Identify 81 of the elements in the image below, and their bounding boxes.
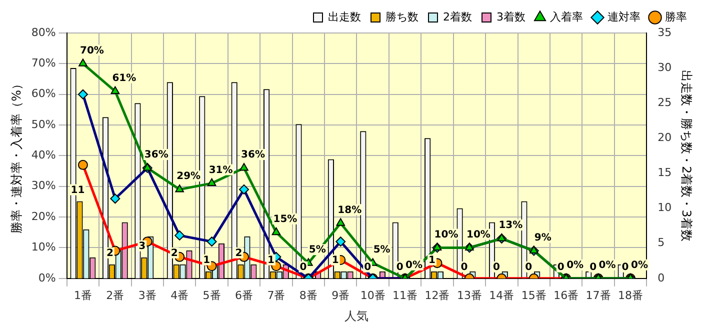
x-tick-label: 2番 (106, 288, 124, 302)
y2-axis-title: 出走数・勝ち数・2着数・3着数 (680, 70, 694, 242)
x-axis-title: 人気 (344, 308, 369, 323)
legend-label: 2着数 (443, 10, 472, 24)
data-label: 0 (557, 262, 564, 273)
data-label: 1 (332, 254, 339, 266)
x-tick-label: 11番 (392, 288, 418, 302)
y2-tick-label: 10 (658, 201, 672, 214)
x-tick-label: 8番 (299, 288, 318, 302)
data-label: 0 (622, 262, 629, 273)
data-label: 9% (534, 232, 552, 244)
legend-label: 出走数 (328, 10, 362, 24)
y-tick-label: 40% (31, 148, 56, 162)
y-tick-label: 70% (31, 56, 56, 70)
data-label: 36% (144, 150, 168, 161)
data-label: 18% (338, 204, 362, 216)
data-label: 0 (364, 262, 372, 273)
y-tick-label: 10% (31, 240, 56, 254)
x-tick-label: 5番 (202, 288, 221, 302)
y-axis-title: 勝率・連対率・入着率（%） (9, 78, 24, 234)
x-tick-label: 18番 (618, 288, 643, 302)
data-label: 0 (460, 262, 468, 273)
y2-tick-label: 20 (658, 131, 672, 144)
y-tick-label: 20% (31, 210, 56, 223)
y2-tick-label: 15 (658, 166, 672, 180)
x-tick-label: 7番 (267, 288, 286, 302)
data-label: 0 (300, 262, 307, 273)
data-label: 2 (106, 248, 114, 259)
data-label: 10% (434, 229, 458, 240)
legend-label: 連対率 (608, 10, 640, 24)
data-label: 5% (373, 244, 390, 256)
y2-tick-label: 25 (658, 96, 672, 109)
data-label: 0 (590, 262, 597, 273)
y2-tick-label: 30 (658, 60, 672, 74)
legend-label: 3着数 (496, 10, 526, 24)
data-label: 5% (308, 244, 326, 256)
y2-tick-label: 5 (658, 236, 665, 250)
data-label: 29% (176, 171, 201, 182)
data-label: 10% (466, 229, 490, 240)
data-label: 1 (203, 254, 210, 266)
data-label: 15% (273, 214, 298, 225)
data-label: 13% (498, 220, 523, 232)
data-label: 0% (598, 260, 616, 271)
x-tick-label: 3番 (138, 288, 156, 302)
x-tick-label: 15番 (521, 288, 546, 302)
x-tick-label: 16番 (554, 288, 579, 302)
data-label: 1 (268, 254, 274, 266)
data-label: 70% (80, 45, 104, 56)
y-tick-label: 60% (31, 87, 56, 100)
x-tick-label: 17番 (586, 288, 611, 302)
data-label: 3 (138, 240, 146, 252)
data-label: 1 (428, 254, 436, 266)
x-tick-label: 6番 (234, 288, 253, 302)
y-tick-label: 30% (31, 179, 56, 192)
data-label: 0% (631, 260, 648, 271)
y2-tick-label: 35 (658, 26, 672, 39)
x-tick-label: 4番 (170, 288, 189, 302)
y2-tick-label: 0 (658, 271, 665, 284)
data-label: 0% (406, 260, 423, 271)
legend-label: 勝率 (665, 10, 687, 24)
data-label: 0 (396, 262, 404, 273)
legend-label: 勝ち数 (386, 10, 419, 24)
legend-label: 入着率 (550, 10, 583, 24)
x-tick-label: 13番 (456, 288, 482, 302)
data-label: 31% (208, 164, 233, 176)
data-label: 2 (235, 248, 242, 259)
data-label: 2 (170, 248, 178, 259)
data-label: 0 (492, 262, 500, 273)
data-label: 0 (525, 262, 532, 273)
data-label: 61% (112, 72, 136, 84)
x-tick-label: 14番 (489, 288, 514, 302)
data-label: 11 (70, 184, 85, 196)
x-tick-label: 10番 (360, 288, 386, 302)
y-tick-label: 0% (38, 271, 56, 284)
x-tick-label: 12番 (424, 288, 450, 302)
y-tick-label: 80% (31, 26, 56, 39)
x-tick-label: 1番 (74, 288, 92, 302)
x-tick-label: 9番 (332, 288, 350, 302)
y-tick-label: 50% (31, 118, 56, 131)
data-label: 0% (566, 260, 584, 271)
data-label: 36% (241, 150, 265, 161)
